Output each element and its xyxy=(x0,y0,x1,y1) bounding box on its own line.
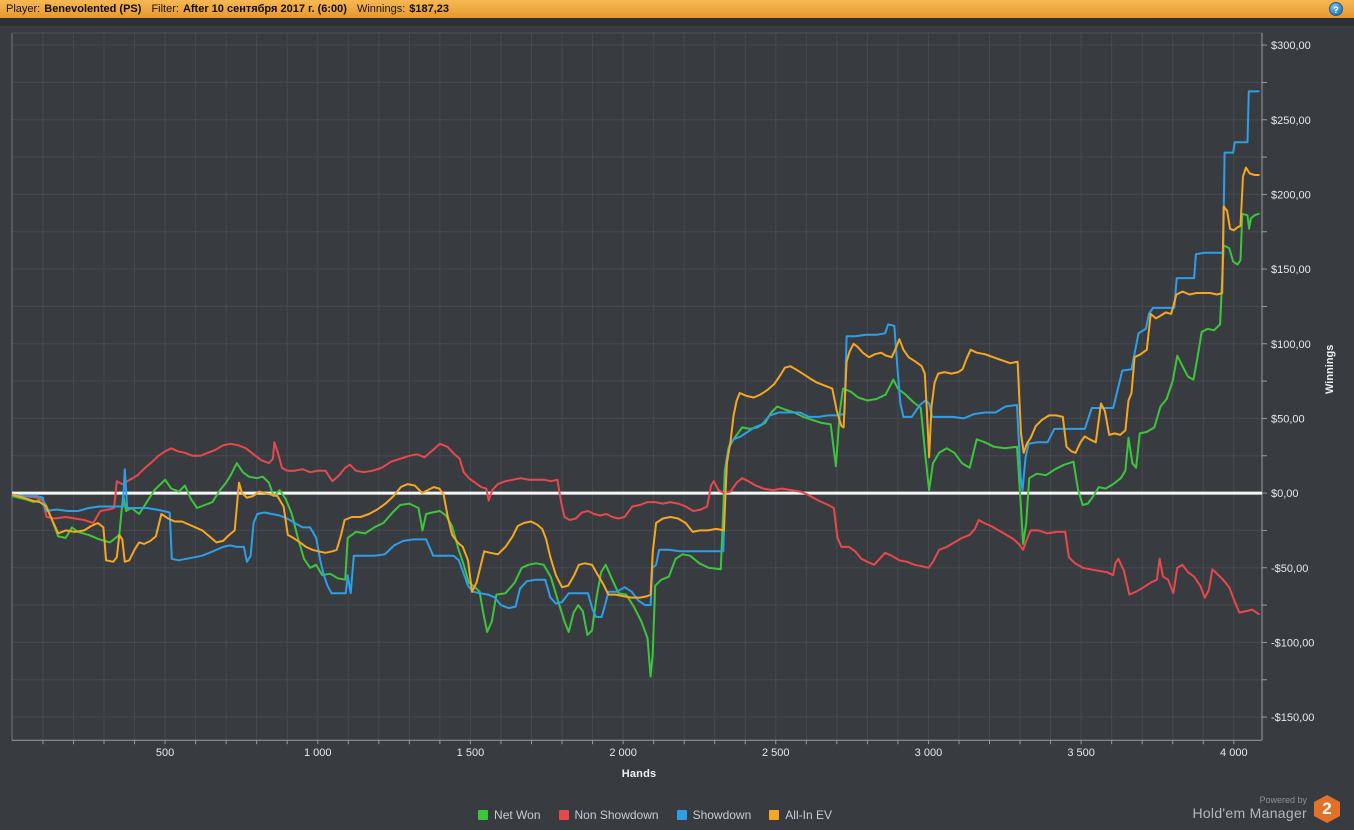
y-tick-label: -$50,00 xyxy=(1271,563,1308,575)
winnings-graph: 500 1 000 1 500 2 000 2 500 3 000 3 500 4 000 $3… xyxy=(0,26,1354,830)
series-line-net-won xyxy=(12,214,1258,677)
y-tick-label: -$100,00 xyxy=(1271,637,1314,649)
x-tick-label: 2 000 xyxy=(609,747,637,759)
legend-label: Non Showdown xyxy=(575,808,659,822)
x-axis-title: Hands xyxy=(0,768,1278,780)
y-axis-title: Winnings xyxy=(1324,370,1336,394)
titlebar-shadow xyxy=(0,18,1354,26)
x-tick-label: 1 500 xyxy=(457,747,485,759)
x-tick-label: 1 000 xyxy=(304,747,332,759)
y-tick-label: $100,00 xyxy=(1271,339,1311,351)
y-tick-label: -$150,00 xyxy=(1271,712,1314,724)
legend-item-net-won[interactable]: Net Won xyxy=(478,808,540,822)
legend-swatch-icon xyxy=(769,810,779,820)
player-label: Player: xyxy=(6,3,40,15)
y-tick-label: $300,00 xyxy=(1271,40,1311,52)
series-line-showdown xyxy=(12,91,1258,617)
y-tick-label: $200,00 xyxy=(1271,189,1311,201)
y-tick-label: $50,00 xyxy=(1271,413,1305,425)
legend-swatch-icon xyxy=(478,810,488,820)
legend-swatch-icon xyxy=(677,810,687,820)
legend-label: Net Won xyxy=(494,808,540,822)
x-tick-label: 500 xyxy=(156,747,174,759)
filter-value: After 10 сентября 2017 г. (6:00) xyxy=(183,3,347,15)
legend-item-non-showdown[interactable]: Non Showdown xyxy=(559,808,659,822)
winnings-label: Winnings: xyxy=(357,3,405,15)
y-tick-label: $150,00 xyxy=(1271,264,1311,276)
powered-by-line2: Hold'em Manager xyxy=(1192,806,1307,821)
filter-label: Filter: xyxy=(151,3,179,15)
legend-label: All-In EV xyxy=(785,808,832,822)
x-tick-label: 2 500 xyxy=(762,747,790,759)
hm2-graph-window: { "titlebar": { "player_label": "Player:… xyxy=(0,0,1354,830)
winnings-graph-panel: 500 1 000 1 500 2 000 2 500 3 000 3 500 4 000 $3… xyxy=(0,26,1354,774)
legend-item-all-in-ev[interactable]: All-In EV xyxy=(769,808,832,822)
player-value: Benevolented (PS) xyxy=(44,3,141,15)
legend-label: Showdown xyxy=(693,808,752,822)
x-tick-label: 3 000 xyxy=(915,747,943,759)
x-tick-label: 3 500 xyxy=(1067,747,1095,759)
legend-item-showdown[interactable]: Showdown xyxy=(677,808,752,822)
help-icon[interactable]: ? xyxy=(1329,2,1343,16)
winnings-value: $187,23 xyxy=(409,3,449,15)
hm2-badge-icon: 2 xyxy=(1314,795,1340,823)
powered-by: Powered by Hold'em Manager 2 xyxy=(1192,795,1340,823)
title-bar: Player: Benevolented (PS) Filter: After … xyxy=(0,0,1354,18)
y-tick-label: $0,00 xyxy=(1271,488,1299,500)
y-tick-label: $250,00 xyxy=(1271,115,1311,127)
legend-swatch-icon xyxy=(559,810,569,820)
legend: Net Won Non Showdown Showdown All-In EV xyxy=(0,808,1310,822)
x-tick-label: 4 000 xyxy=(1220,747,1248,759)
